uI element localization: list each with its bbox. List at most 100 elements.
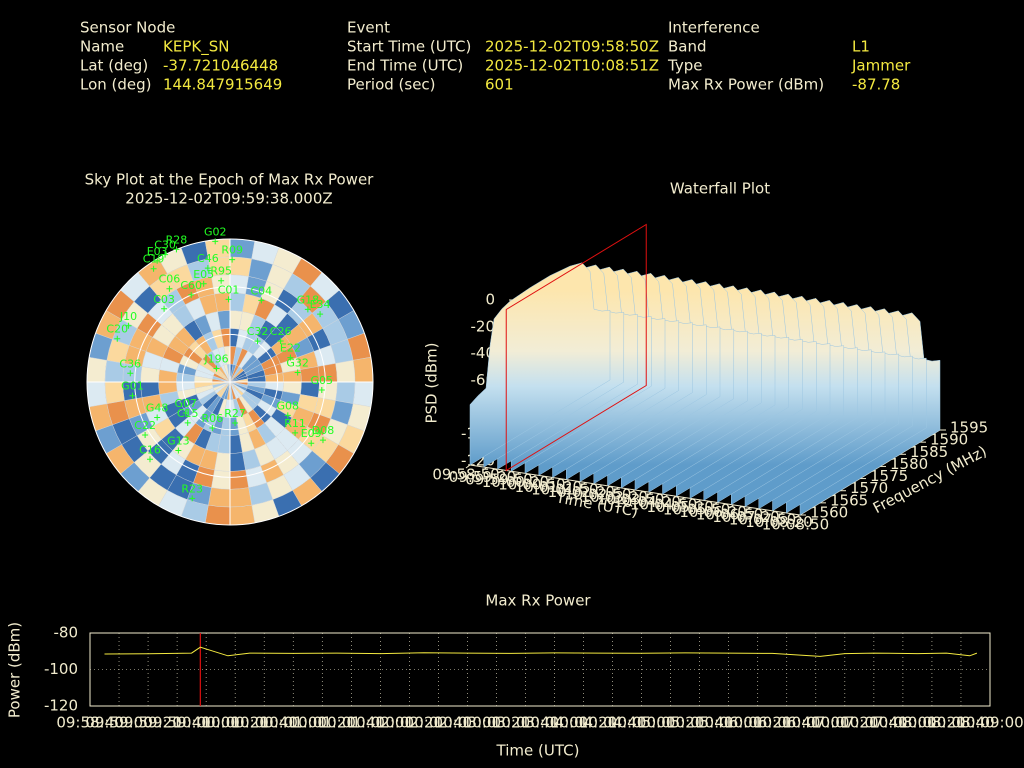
x-tick-label: 09:58:40 [56, 714, 123, 732]
satellite-label: R95 [210, 265, 232, 278]
x-tick-label: 10:00:00 [172, 714, 239, 732]
sky-cell [87, 356, 108, 383]
satellite-label: G07 [174, 397, 197, 410]
satellite-label: C22 [134, 419, 156, 432]
satellite-marker [154, 257, 161, 264]
y-tick-label: 1585 [910, 443, 948, 461]
satellite-marker [213, 365, 220, 372]
x-tick-label: 10:01:20 [289, 714, 356, 732]
satellite-marker [317, 311, 324, 318]
y-tick-label: -80 [54, 624, 79, 642]
x-tick-label: 10:05:00 [608, 714, 675, 732]
satellite-marker [225, 296, 232, 303]
satellite-marker [142, 432, 149, 439]
x-tick-label: 10:03:40 [492, 714, 559, 732]
satellite-label: G05 [311, 374, 334, 387]
x-tick-label: 10:08:50 [762, 515, 829, 533]
y-tick-label: 1570 [850, 479, 888, 497]
x-tick [630, 489, 636, 494]
y-tick-label: 1560 [810, 504, 848, 522]
x-tick-label: 09:59:40 [143, 714, 210, 732]
x-tick [679, 497, 685, 501]
sky-cell [208, 487, 231, 508]
sky-background [87, 239, 373, 525]
x-tick [795, 514, 800, 519]
satellite-label: C16 [139, 443, 161, 456]
y-tick-label: 1595 [950, 419, 988, 437]
satellite-marker [254, 338, 261, 345]
satellite-marker [184, 419, 191, 426]
sky-cell [229, 504, 256, 525]
satellite-marker [154, 414, 161, 421]
y-axis-label: Power (dBm) [6, 622, 24, 718]
satellite-label: E34 [310, 298, 331, 311]
satellite-label: J196 [203, 353, 228, 366]
satellite-label: C20 [106, 323, 128, 336]
sky-cell [204, 504, 231, 525]
x-tick-label: 10:08:00 [869, 714, 936, 732]
satellite-label: G48 [146, 402, 169, 415]
satellite-label: C46 [197, 252, 219, 265]
sky-plot: Sky Plot at the Epoch of Max Rx Power202… [85, 171, 375, 526]
x-tick [531, 474, 537, 479]
header-title: Event [347, 19, 390, 37]
satellite-label: C26 [270, 325, 292, 338]
x-tick [729, 504, 734, 509]
satellite-marker [292, 429, 299, 436]
x-tick [778, 512, 784, 516]
satellite-label: G02 [204, 225, 227, 238]
y-tick-label: 1565 [830, 491, 868, 509]
satellite-label: G13 [167, 435, 190, 448]
satellite-marker [212, 238, 219, 245]
x-tick-label: 10:06:40 [753, 714, 820, 732]
field-label: Lon (deg) [80, 76, 152, 94]
x-tick [696, 499, 701, 504]
field-value: KEPK_SN [163, 38, 229, 57]
x-tick-label: 10:01:40 [318, 714, 385, 732]
x-tick [597, 484, 603, 489]
satellite-marker [175, 447, 182, 454]
satellite-marker [318, 387, 325, 394]
x-tick-label: 10:07:20 [811, 714, 878, 732]
satellite-label: R06 [202, 412, 224, 425]
x-tick [465, 464, 471, 469]
x-tick [515, 472, 520, 476]
x-tick-label: 10:06:00 [695, 714, 762, 732]
satellite-label: C01 [218, 283, 240, 296]
x-tick-label: 10:05:20 [637, 714, 704, 732]
x-tick-label: 09:59:20 [114, 714, 181, 732]
z-tick-label: -20 [471, 317, 496, 335]
x-tick-label: 10:04:00 [521, 714, 588, 732]
satellite-marker [173, 246, 180, 253]
satellite-marker [258, 297, 265, 304]
x-tick-label: 10:02:00 [347, 714, 414, 732]
sky-cell [229, 487, 252, 508]
chart-title: Sky Plot at the Epoch of Max Rx Power [85, 171, 375, 189]
field-value: 144.847915649 [163, 76, 282, 94]
satellite-marker [129, 392, 136, 399]
sky-cell [87, 381, 108, 408]
satellite-label: C30 [154, 239, 176, 252]
satellite-label: E22 [280, 342, 301, 355]
satellite-marker [162, 251, 169, 258]
satellite-label: G01 [121, 380, 144, 393]
field-label: Period (sec) [347, 76, 436, 94]
satellite-marker [218, 277, 225, 284]
power-line [104, 646, 978, 657]
field-value: 2025-12-02T10:08:51Z [485, 57, 659, 75]
x-tick-label: 10:01:00 [260, 714, 327, 732]
x-tick-label: 10:04:40 [579, 714, 646, 732]
satellite-label: C15 [177, 407, 199, 420]
satellite-marker [277, 338, 284, 345]
satellite-label: R11 [284, 417, 306, 430]
satellite-label: C32 [247, 325, 269, 338]
satellite-marker [232, 420, 239, 427]
header-title: Sensor Node [80, 19, 175, 37]
satellite-label: G08 [277, 399, 300, 412]
satellite-label: C06 [159, 273, 181, 286]
x-tick-label: 10:00:20 [201, 714, 268, 732]
x-tick [745, 507, 751, 511]
satellite-label: D08 [312, 424, 334, 437]
x-tick [564, 479, 570, 484]
satellite-label: R28 [166, 233, 188, 246]
